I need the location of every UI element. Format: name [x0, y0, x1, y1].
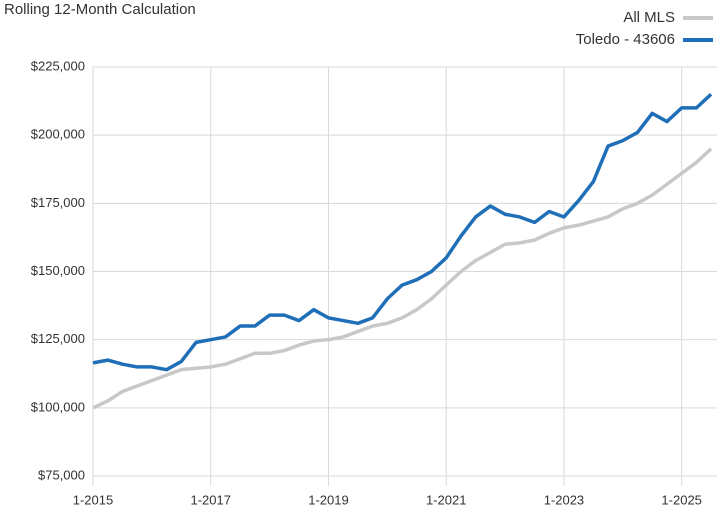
- y-tick-label: $75,000: [38, 467, 85, 482]
- series-line: [92, 147, 713, 410]
- chart-title: Rolling 12-Month Calculation: [4, 1, 196, 18]
- series-line: [92, 92, 713, 372]
- x-tick-label: 1-2021: [426, 492, 466, 507]
- y-tick-label: $200,000: [31, 127, 85, 142]
- y-tick-label: $125,000: [31, 331, 85, 346]
- x-tick-label: 1-2025: [661, 492, 701, 507]
- x-tick-label: 1-2019: [308, 492, 348, 507]
- y-tick-label: $175,000: [31, 195, 85, 210]
- x-tick-label: 1-2017: [190, 492, 230, 507]
- x-tick-label: 1-2015: [73, 492, 113, 507]
- x-tick-label: 1-2023: [544, 492, 584, 507]
- y-tick-label: $225,000: [31, 58, 85, 73]
- y-tick-label: $100,000: [31, 399, 85, 414]
- y-tick-label: $150,000: [31, 263, 85, 278]
- legend-label: All MLS: [623, 9, 675, 26]
- legend-label: Toledo - 43606: [576, 31, 675, 48]
